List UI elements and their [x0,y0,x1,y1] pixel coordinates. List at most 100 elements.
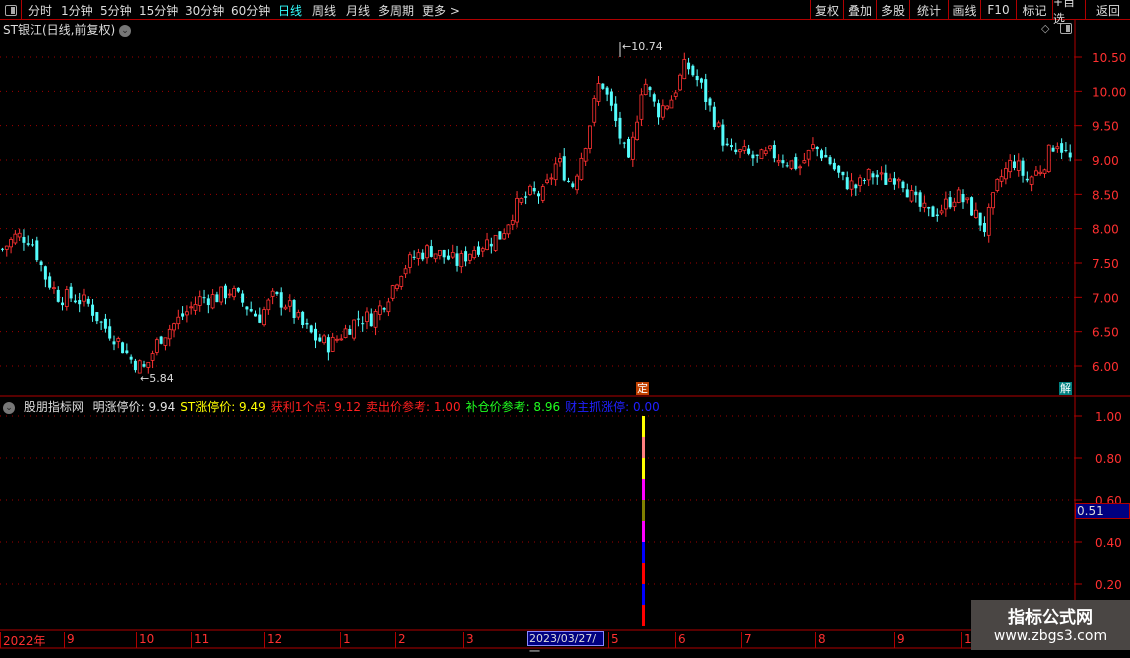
candle [150,350,155,369]
candle [669,95,674,109]
diamond-icon[interactable]: ◇ [1041,22,1050,35]
candle [729,138,733,151]
candle [421,249,425,262]
candle [373,309,378,336]
candle [841,171,845,181]
candle [738,148,742,159]
candle [446,249,450,261]
period-tab[interactable]: 更多 > [422,4,460,18]
candle [493,234,498,252]
period-tab[interactable]: 日线 [278,4,303,18]
price-tick-label: 9.00 [1092,154,1119,168]
candle [519,197,524,206]
watermark-title: 指标公式网 [1008,608,1093,628]
candle [95,311,99,325]
tag-ding[interactable]: 定 [636,382,649,395]
candle [660,99,665,121]
period-tab[interactable]: 分时 [28,4,53,18]
candle [691,64,695,77]
candle [532,181,536,195]
chevron-down-icon[interactable]: ⌄ [118,24,131,37]
indicator-value: 获利1个点: 9.12 [270,400,361,414]
candle [326,334,330,361]
candle [172,322,176,338]
candle [377,300,382,321]
watermark-url: www.zbgs3.com [993,628,1108,644]
candle [837,164,841,178]
period-tab[interactable]: 15分钟 [139,4,179,18]
period-tab[interactable]: 5分钟 [100,4,132,18]
candle [755,154,759,163]
candle [43,265,47,288]
candle [742,139,747,154]
candle [249,301,253,313]
candle [815,146,819,157]
toolbar-button[interactable]: 标记 [1016,0,1052,20]
candle [665,105,670,111]
candle [721,119,725,152]
candle [828,155,832,166]
candle [820,148,824,162]
candle [991,192,995,215]
candle [687,57,691,75]
price-tick-label: 9.50 [1092,120,1119,134]
candle [403,265,408,279]
candle [931,205,935,217]
low-label: ←5.84 [140,372,174,385]
candle [832,158,836,171]
panel-toggle-button[interactable] [0,0,22,20]
candle [193,296,198,315]
period-tab[interactable]: 月线 [346,4,371,18]
period-tab[interactable]: 周线 [312,4,337,18]
cursor-date: 2023/03/27/一 [527,631,604,658]
period-tab[interactable]: 60分钟 [231,4,271,18]
toolbar-button[interactable]: 统计 [909,0,948,20]
candle [13,230,18,245]
candle [802,153,807,164]
candle [133,358,137,373]
toolbar-button[interactable]: 返回 [1085,0,1130,20]
candle [652,92,656,107]
toolbar-button[interactable]: F10 [980,0,1016,20]
indicator-value: 补仓价参考: 8.96 [465,400,561,414]
indicator-bar-segment [642,584,645,605]
period-tab[interactable]: 1分钟 [61,4,93,18]
candle [1012,154,1016,171]
price-tick-label: 6.50 [1092,326,1119,340]
candle [537,190,540,204]
candle [995,178,1000,193]
candle [270,288,275,305]
toolbar-button[interactable]: 复权 [810,0,843,20]
candle [914,185,918,203]
indicator-bar-segment [642,500,645,521]
toolbar-button[interactable]: 多股 [876,0,909,20]
candle [973,202,978,219]
candle [142,360,146,368]
layout-toggle-icon[interactable] [1060,23,1072,34]
candle [223,283,227,305]
candle [583,147,588,167]
time-label: 7 [741,632,752,648]
toolbar-button[interactable]: 画线 [948,0,980,20]
candle [540,184,545,203]
candle [927,206,931,217]
candle [4,245,9,257]
candle [553,157,558,186]
candle [489,237,493,254]
candle [884,164,888,186]
candle [978,212,982,232]
chevron-down-icon[interactable]: ⌄ [3,401,15,414]
period-tab[interactable]: 30分钟 [185,4,225,18]
tag-jie[interactable]: 解 [1059,382,1072,395]
candle [747,144,751,156]
period-tab[interactable]: 多周期 [378,4,415,18]
candle [1034,166,1038,176]
candle [437,249,442,260]
candle [699,77,703,89]
candle [464,246,468,267]
candle [888,173,893,182]
candle [734,142,738,155]
toolbar-button[interactable]: 叠加 [843,0,876,20]
indicator-title: ⌄ 股朋指标网 明涨停价: 9.94 ST涨停价: 9.49 获利1个点: 9.12… [3,398,670,415]
